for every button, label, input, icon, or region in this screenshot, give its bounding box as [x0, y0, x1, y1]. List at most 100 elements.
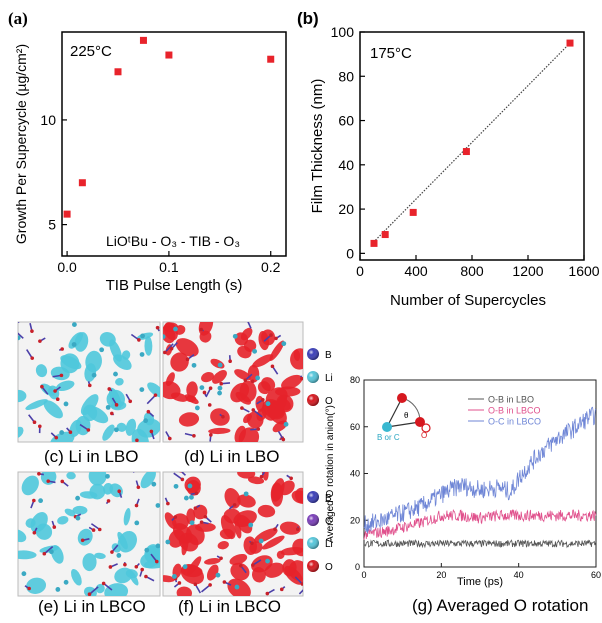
- oxygen-atom: [37, 472, 41, 476]
- oxygen-atom: [170, 347, 174, 351]
- li-atom: [21, 571, 26, 576]
- panel-b-xtick-label: 800: [460, 263, 484, 279]
- li-atom: [252, 349, 257, 354]
- oxygen-atom: [296, 527, 300, 531]
- li-atom: [76, 516, 81, 521]
- oxygen-atom: [98, 528, 102, 532]
- legend-lbo-label: B: [325, 350, 332, 361]
- panel-a-point: [267, 56, 274, 63]
- li-atom: [284, 422, 289, 427]
- panel-g-xtick-label: 0: [361, 570, 366, 580]
- oxygen-atom: [261, 398, 265, 402]
- oxygen-atom: [271, 365, 275, 369]
- oxygen-atom: [209, 433, 213, 437]
- li-atom: [92, 373, 97, 378]
- oxygen-atom: [173, 515, 177, 519]
- li-atom: [189, 495, 194, 500]
- panel-f-caption: (f) Li in LBCO: [178, 597, 281, 616]
- oxygen-atom: [33, 420, 37, 424]
- legend-lbo-swatch-shade: [307, 348, 319, 360]
- panel-b-xtick-label: 0: [356, 263, 364, 279]
- oxygen-atom: [54, 436, 58, 440]
- oxygen-atom: [56, 397, 60, 401]
- oxygen-atom: [194, 582, 198, 586]
- oxygen-atom: [115, 403, 119, 407]
- oxygen-atom: [60, 374, 64, 378]
- panel-a-point: [115, 68, 122, 75]
- oxygen-atom: [282, 438, 286, 442]
- oxygen-atom: [144, 575, 148, 579]
- panel-g-ytick-label: 60: [350, 422, 360, 432]
- li-atom: [281, 341, 286, 346]
- panel-b-point: [567, 40, 574, 47]
- li-atom: [116, 553, 121, 558]
- panel-g: Time (ps) Averaged O rotation in anion(°…: [325, 375, 601, 615]
- panel-g-xtick-label: 20: [436, 570, 446, 580]
- structure-panel-d: [157, 313, 312, 452]
- oxygen-atom: [179, 469, 183, 473]
- li-atom: [72, 322, 77, 327]
- oxygen-atom: [60, 347, 64, 351]
- legend-lbco-label: O: [325, 562, 333, 573]
- li-atom: [151, 482, 156, 487]
- panel-b-xtick-label: 1600: [568, 263, 599, 279]
- li-atom: [140, 334, 145, 339]
- panel-b-ytick-label: 40: [338, 157, 354, 173]
- oxygen-atom: [301, 582, 305, 586]
- oxygen-atom: [240, 406, 244, 410]
- panel-c-caption: (c) Li in LBO: [44, 447, 138, 466]
- oxygen-atom: [30, 356, 34, 360]
- oxygen-atom: [166, 502, 170, 506]
- li-atom: [99, 347, 104, 352]
- oxygen-atom: [92, 528, 96, 532]
- oxygen-atom: [203, 391, 207, 395]
- oxygen-atom: [15, 314, 19, 318]
- panel-b-label: (b): [297, 9, 319, 28]
- oxygen-atom: [154, 393, 158, 397]
- li-atom: [183, 564, 188, 569]
- oxygen-atom: [14, 329, 18, 333]
- oxygen-atom: [102, 582, 106, 586]
- oxygen-atom: [260, 475, 264, 479]
- panel-a-point: [165, 52, 172, 59]
- li-atom: [265, 559, 270, 564]
- panel-a-xtick-label: 0.0: [57, 259, 77, 275]
- oxygen-atom: [274, 337, 278, 341]
- li-atom: [188, 484, 193, 489]
- oxygen-atom: [109, 565, 113, 569]
- oxygen-atom: [266, 592, 270, 596]
- oxygen-atom: [209, 386, 213, 390]
- oxygen-atom: [52, 525, 56, 529]
- li-atom: [156, 503, 161, 508]
- oxygen-atom: [256, 427, 260, 431]
- oxygen-atom: [178, 581, 182, 585]
- oxygen-atom: [60, 480, 64, 484]
- oxygen-atom: [123, 563, 127, 567]
- oxygen-atom: [40, 385, 44, 389]
- li-atom: [143, 418, 148, 423]
- panel-g-ylabel: Averaged O rotation in anion(°): [325, 405, 336, 543]
- panel-e-caption: (e) Li in LBCO: [38, 597, 146, 616]
- panel-a-annotation: 225°C: [70, 43, 112, 60]
- panel-g-caption: (g) Averaged O rotation: [412, 596, 588, 615]
- panel-b-ytick-label: 0: [346, 245, 354, 261]
- panel-b: (b) 175°C Number of Supercycles Film Thi…: [297, 9, 600, 309]
- li-atom: [259, 539, 264, 544]
- li-atom: [255, 376, 260, 381]
- oxygen-atom: [181, 478, 185, 482]
- panel-b-fit-line: [371, 43, 570, 244]
- oxygen-atom: [200, 520, 204, 524]
- li-atom: [184, 496, 189, 501]
- li-atom: [218, 386, 223, 391]
- panel-a-xtick-label: 0.2: [261, 259, 281, 275]
- oxygen-atom: [117, 489, 121, 493]
- rotation-inset: θ B or C O: [377, 393, 430, 442]
- panel-g-ytick-label: 20: [350, 515, 360, 525]
- oxygen-atom: [27, 587, 31, 591]
- oxygen-atom: [135, 439, 139, 443]
- oxygen-atom: [199, 328, 203, 332]
